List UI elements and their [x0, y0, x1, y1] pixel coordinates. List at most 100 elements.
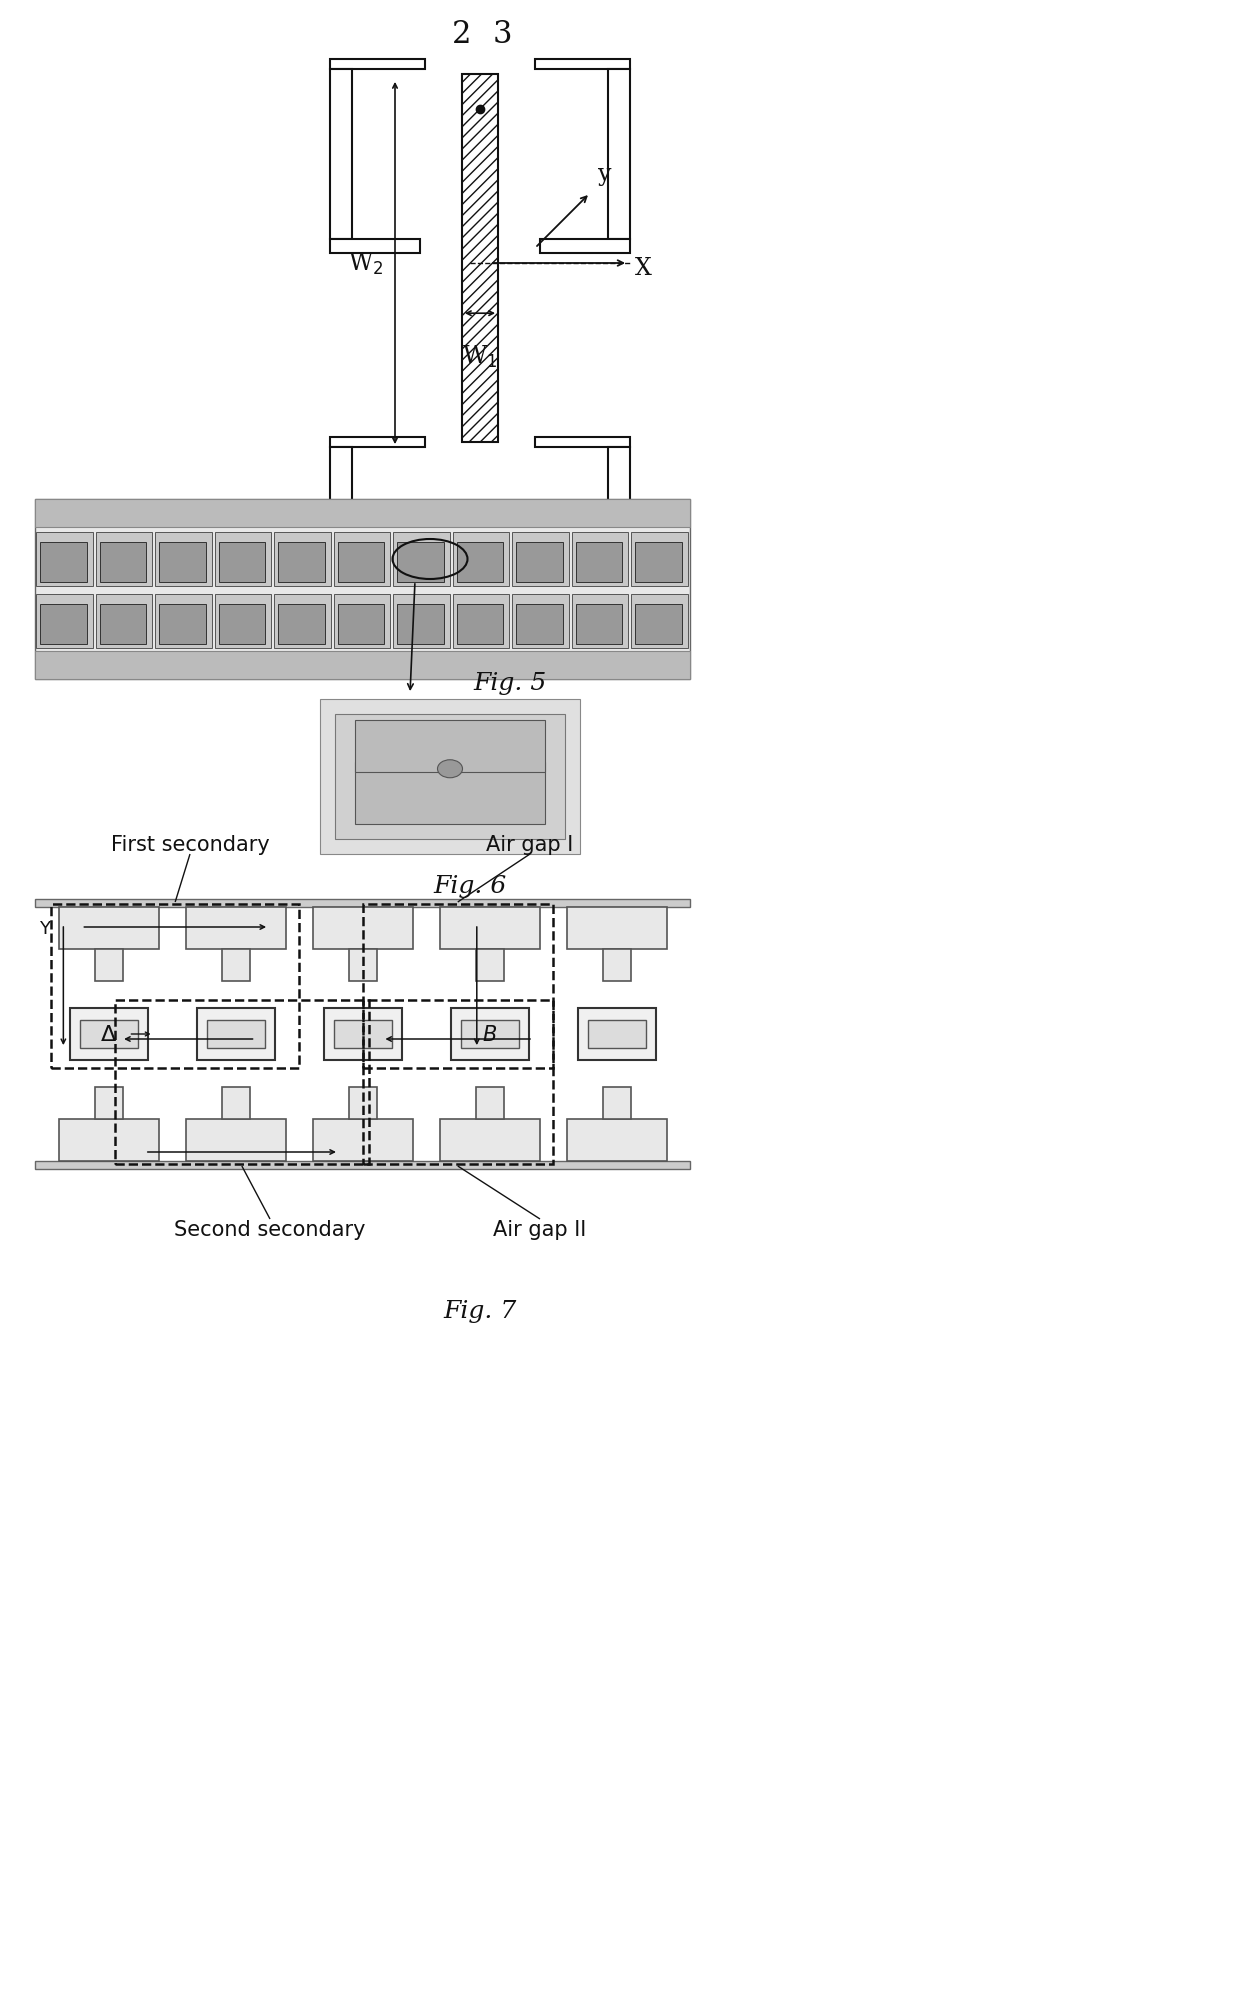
Bar — [94, 1088, 123, 1120]
Bar — [40, 605, 87, 644]
Bar — [475, 1088, 503, 1120]
Bar — [635, 605, 682, 644]
Bar — [324, 1008, 402, 1060]
Bar — [330, 438, 425, 448]
Bar — [35, 1162, 689, 1170]
Bar — [334, 595, 391, 648]
Text: Fig. 5: Fig. 5 — [474, 672, 547, 694]
Bar — [94, 949, 123, 981]
Bar — [631, 533, 688, 587]
Bar — [456, 543, 503, 583]
Bar — [516, 605, 563, 644]
Bar — [603, 949, 630, 981]
Bar — [215, 533, 272, 587]
Bar — [539, 619, 630, 633]
Bar — [218, 605, 265, 644]
Text: $B$: $B$ — [482, 1024, 497, 1044]
Bar — [207, 1020, 264, 1048]
Bar — [334, 533, 391, 587]
Bar — [439, 907, 539, 949]
Bar — [155, 595, 212, 648]
Bar — [516, 543, 563, 583]
Bar — [330, 633, 425, 642]
Bar — [348, 1088, 377, 1120]
Bar — [330, 241, 420, 255]
Bar — [512, 595, 569, 648]
Bar — [588, 1020, 646, 1048]
Bar — [79, 1020, 138, 1048]
Bar — [567, 907, 667, 949]
Bar — [456, 605, 503, 644]
Bar — [512, 533, 569, 587]
Text: X: X — [635, 257, 652, 280]
Bar — [362, 905, 553, 1068]
Bar — [58, 1120, 159, 1162]
Bar — [603, 1088, 630, 1120]
Bar — [631, 595, 688, 648]
Text: Fig. 7: Fig. 7 — [444, 1299, 517, 1323]
Bar — [460, 1020, 518, 1048]
Bar — [330, 60, 425, 70]
Text: W$_2$: W$_2$ — [347, 251, 383, 276]
Bar — [115, 1000, 368, 1164]
Bar — [608, 70, 630, 241]
Bar — [35, 499, 689, 680]
Bar — [36, 595, 93, 648]
Bar — [337, 543, 384, 583]
Bar — [355, 762, 546, 825]
Bar — [397, 543, 444, 583]
Bar — [196, 1008, 274, 1060]
Bar — [337, 605, 384, 644]
Bar — [534, 438, 630, 448]
Text: Air gap I: Air gap I — [486, 835, 574, 855]
Bar — [186, 907, 285, 949]
Bar — [335, 714, 565, 839]
Bar — [312, 907, 413, 949]
Bar — [393, 533, 450, 587]
Bar — [539, 241, 630, 255]
Text: Fig. 6: Fig. 6 — [433, 875, 507, 897]
Bar — [278, 605, 325, 644]
Text: Y: Y — [38, 919, 50, 937]
Bar — [186, 1120, 285, 1162]
Ellipse shape — [438, 760, 463, 778]
Text: 2: 2 — [453, 20, 471, 50]
Text: First secondary: First secondary — [110, 835, 269, 855]
Text: y: y — [598, 163, 611, 185]
Bar — [155, 533, 212, 587]
Bar — [334, 1020, 392, 1048]
Bar — [51, 905, 299, 1068]
Bar — [159, 605, 206, 644]
Bar — [222, 949, 249, 981]
Bar — [575, 605, 622, 644]
Bar — [99, 543, 146, 583]
Bar — [453, 533, 510, 587]
Bar — [608, 448, 630, 619]
Bar — [58, 907, 159, 949]
Bar — [218, 543, 265, 583]
Bar — [635, 543, 682, 583]
Bar — [348, 949, 377, 981]
Bar — [36, 533, 93, 587]
Bar — [35, 899, 689, 907]
Bar — [159, 543, 206, 583]
Text: Second secondary: Second secondary — [175, 1219, 366, 1239]
Bar — [572, 533, 629, 587]
Bar — [362, 1000, 553, 1164]
Bar — [274, 595, 331, 648]
Bar — [274, 533, 331, 587]
Bar — [534, 60, 630, 70]
Bar — [330, 619, 420, 633]
Bar — [393, 595, 450, 648]
Bar — [35, 527, 689, 652]
Text: W$_1$: W$_1$ — [463, 344, 497, 370]
Text: Air gap II: Air gap II — [494, 1219, 587, 1239]
Text: 3: 3 — [492, 20, 512, 50]
Bar — [95, 595, 153, 648]
Bar — [215, 595, 272, 648]
Bar — [320, 700, 580, 855]
Bar — [575, 543, 622, 583]
Bar — [572, 595, 629, 648]
Bar — [534, 633, 630, 642]
Bar — [312, 1120, 413, 1162]
